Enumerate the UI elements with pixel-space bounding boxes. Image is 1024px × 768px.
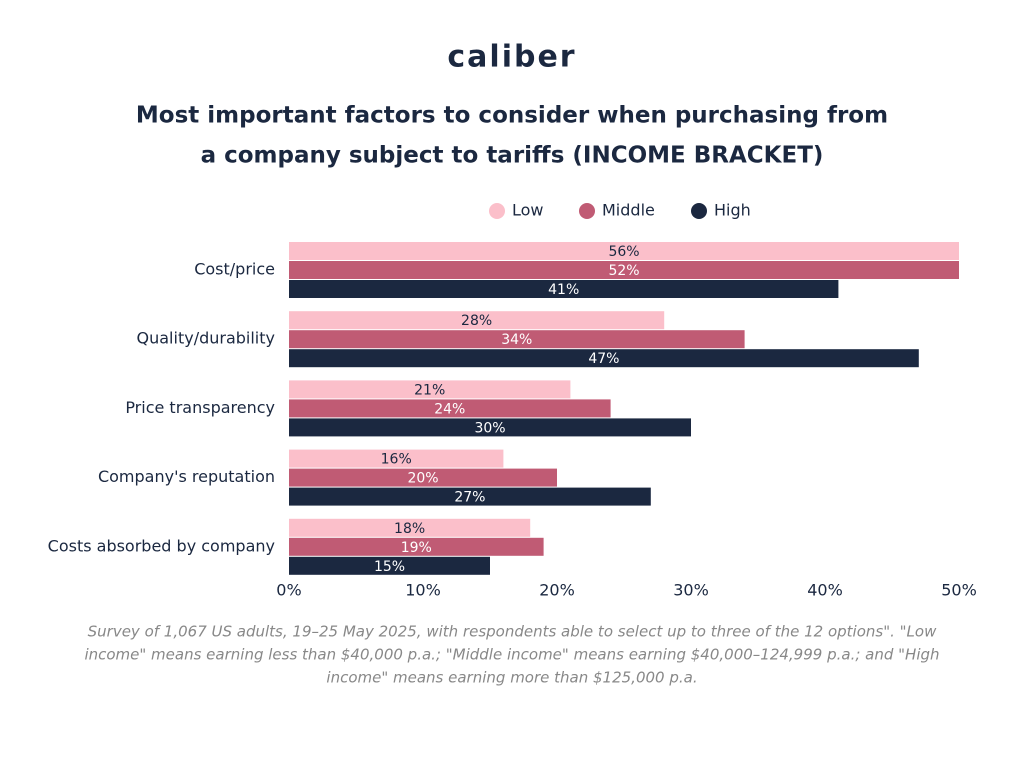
x-tick-label: 40% bbox=[807, 581, 843, 600]
bar bbox=[289, 537, 544, 556]
x-tick-label: 0% bbox=[276, 581, 301, 600]
brand-logo: caliber bbox=[447, 40, 576, 75]
legend-label: Middle bbox=[602, 201, 655, 220]
footnote: income" means earning more than $125,000… bbox=[326, 669, 697, 687]
x-tick-label: 20% bbox=[539, 581, 575, 600]
bar bbox=[289, 380, 571, 399]
bar bbox=[289, 349, 919, 368]
data-label: 20% bbox=[407, 471, 438, 487]
bar bbox=[289, 449, 504, 468]
data-label: 16% bbox=[381, 452, 412, 468]
data-label: 52% bbox=[608, 263, 639, 279]
y-tick-label: Cost/price bbox=[194, 260, 275, 279]
y-tick-label: Company's reputation bbox=[98, 467, 275, 486]
bar bbox=[289, 418, 691, 437]
data-label: 21% bbox=[414, 382, 445, 398]
data-label: 47% bbox=[588, 351, 619, 367]
bar bbox=[289, 556, 490, 575]
y-tick-label: Costs absorbed by company bbox=[48, 536, 275, 555]
bar bbox=[289, 242, 959, 260]
legend-label: High bbox=[714, 201, 751, 220]
data-label: 30% bbox=[474, 420, 505, 436]
y-tick-label: Quality/durability bbox=[137, 329, 275, 348]
x-tick-label: 10% bbox=[405, 581, 441, 600]
bar bbox=[289, 399, 611, 418]
chart-title: a company subject to tariffs (INCOME BRA… bbox=[201, 143, 824, 169]
footnote: income" means earning less than $40,000 … bbox=[84, 646, 939, 664]
data-label: 19% bbox=[401, 540, 432, 556]
x-tick-label: 30% bbox=[673, 581, 709, 600]
data-label: 28% bbox=[461, 313, 492, 329]
bar bbox=[289, 330, 745, 349]
plot-area bbox=[289, 242, 959, 575]
legend-swatch bbox=[489, 203, 505, 219]
data-label: 41% bbox=[548, 282, 579, 298]
bar bbox=[289, 311, 665, 330]
data-label: 56% bbox=[608, 244, 639, 260]
bar bbox=[289, 280, 839, 298]
y-tick-label: Price transparency bbox=[125, 398, 275, 417]
chart-title: Most important factors to consider when … bbox=[136, 103, 888, 129]
data-label: 34% bbox=[501, 332, 532, 348]
bar bbox=[289, 518, 531, 537]
legend-swatch bbox=[691, 203, 707, 219]
x-tick-label: 50% bbox=[941, 581, 977, 600]
bar bbox=[289, 468, 557, 487]
legend-swatch bbox=[579, 203, 595, 219]
footnote: Survey of 1,067 US adults, 19–25 May 202… bbox=[88, 623, 937, 641]
data-label: 24% bbox=[434, 401, 465, 417]
legend-label: Low bbox=[512, 201, 544, 220]
bar bbox=[289, 261, 959, 279]
data-label: 18% bbox=[394, 521, 425, 537]
data-label: 27% bbox=[454, 490, 485, 506]
data-label: 15% bbox=[374, 559, 405, 575]
bar bbox=[289, 487, 651, 506]
